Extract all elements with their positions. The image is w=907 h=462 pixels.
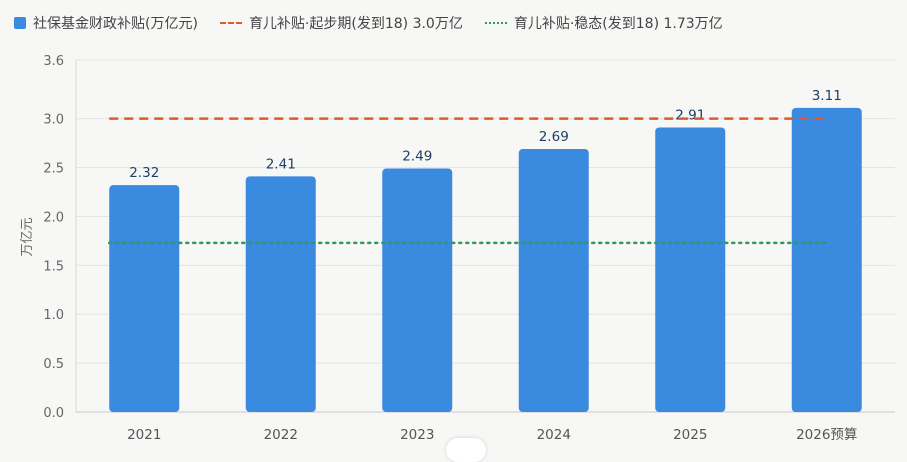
scroll-handle[interactable] — [446, 438, 486, 462]
y-tick-label: 3.6 — [43, 54, 64, 69]
data-label: 2.91 — [675, 107, 705, 123]
legend-item-dotted[interactable]: 育儿补贴·稳态(发到18) 1.73万亿 — [484, 13, 723, 33]
legend-label-bar: 社保基金财政补贴(万亿元) — [33, 16, 198, 32]
y-tick-label: 1.0 — [43, 308, 64, 323]
bar-chart: 0.0 0.5 1.0 1.5 2.0 2.5 3.0 3.6 万亿元 2.32 2.41 2.4… — [20, 54, 895, 443]
data-label: 2.49 — [402, 149, 432, 165]
legend-item-dashed[interactable]: 育儿补贴·起步期(发到18) 3.0万亿 — [219, 13, 463, 33]
x-tick-label: 2024 — [537, 427, 571, 443]
bar — [109, 185, 180, 412]
y-tick-label: 2.5 — [43, 162, 64, 177]
reference-lines — [108, 117, 828, 245]
y-tick-label: 2.0 — [43, 210, 64, 225]
data-label: 3.11 — [812, 88, 842, 104]
y-axis: 0.0 0.5 1.0 1.5 2.0 2.5 3.0 3.6 — [43, 54, 64, 421]
bar — [518, 148, 589, 412]
x-tick-label: 2026预算 — [796, 427, 857, 443]
x-tick-label: 2023 — [400, 427, 434, 443]
y-tick-label: 0.5 — [43, 357, 64, 372]
y-axis-title: 万亿元 — [20, 217, 35, 256]
bars: 2.32 2.41 2.49 2.69 2.91 3.11 — [109, 88, 862, 413]
legend-item-bar[interactable]: 社保基金财政补贴(万亿元) — [14, 13, 198, 33]
y-tick-label: 1.5 — [43, 259, 64, 274]
x-tick-label: 2021 — [127, 427, 161, 443]
legend-label-dotted: 育儿补贴·稳态(发到18) 1.73万亿 — [513, 16, 723, 32]
y-tick-label: 3.0 — [43, 113, 64, 128]
grid-lines — [75, 59, 895, 413]
data-label: 2.41 — [266, 156, 296, 172]
legend-swatch-dotted — [484, 22, 507, 24]
data-label: 2.69 — [539, 129, 569, 145]
x-tick-label: 2022 — [264, 427, 298, 443]
bar — [655, 127, 726, 412]
legend-swatch-bar — [14, 17, 26, 29]
legend-label-dashed: 育儿补贴·起步期(发到18) 3.0万亿 — [248, 16, 463, 32]
bar — [382, 168, 453, 412]
data-label: 2.32 — [129, 165, 159, 181]
chart-legend: 社保基金财政补贴(万亿元) 育儿补贴·起步期(发到18) 3.0万亿 育儿补贴·… — [14, 12, 723, 34]
y-tick-label: 0.0 — [43, 406, 64, 421]
bar — [245, 176, 316, 412]
legend-swatch-dashed — [219, 22, 242, 24]
x-axis: 2021 2022 2023 2024 2025 2026预算 — [127, 427, 857, 443]
bar — [791, 107, 862, 413]
x-tick-label: 2025 — [673, 427, 707, 443]
